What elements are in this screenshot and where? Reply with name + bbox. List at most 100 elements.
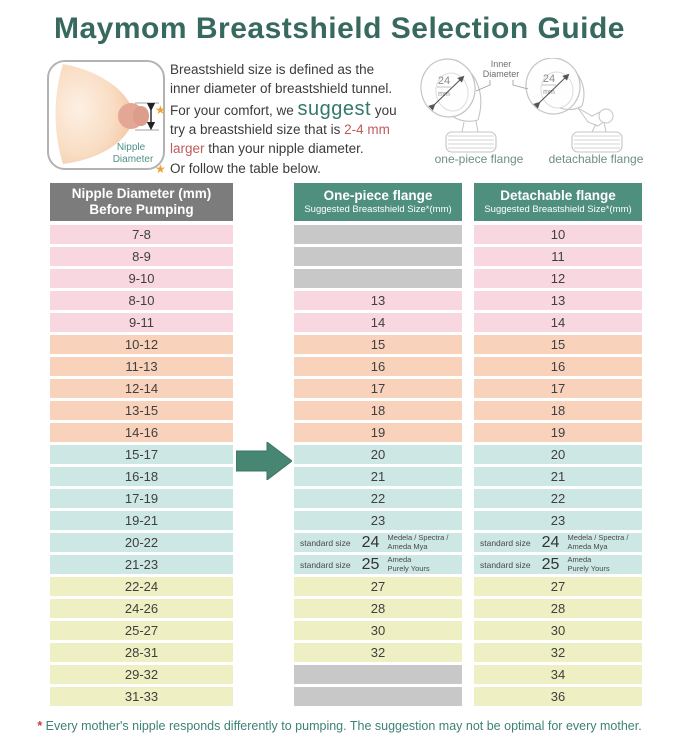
one-piece-size-cell: 13 (294, 291, 462, 310)
one-piece-size-cell: 30 (294, 621, 462, 640)
one-piece-size-cell (294, 225, 462, 244)
detachable-size-cell: 22 (474, 489, 642, 508)
one-piece-size-cell (294, 269, 462, 288)
table-row: 29-32 34 (50, 665, 654, 684)
one-piece-size-cell (294, 665, 462, 684)
header-nipple-line1: Nipple Diameter (mm) (71, 186, 212, 201)
table-row: 8-9 11 (50, 247, 654, 266)
inner-diameter-callout: Inner Diameter (475, 59, 529, 92)
inner-diameter-line2: Diameter (483, 69, 520, 79)
detachable-size-cell: 11 (474, 247, 642, 266)
one-piece-size-cell: 16 (294, 357, 462, 376)
suggest-highlight: suggest (297, 98, 372, 120)
detachable-size-cell: 14 (474, 313, 642, 332)
detachable-size-cell: standard size 24 Medela / Spectra / Ameda M… (474, 533, 642, 552)
detachable-size-cell: 13 (474, 291, 642, 310)
detachable-size-cell: 12 (474, 269, 642, 288)
table-row: 11-13 16 16 (50, 357, 654, 376)
footer-note: * Every mother's nipple responds differe… (0, 719, 679, 733)
brand-note: Ameda Purely Yours (387, 555, 430, 573)
one-piece-size-cell: 17 (294, 379, 462, 398)
intro-line-1-text: Breastshield size is defined as the (170, 62, 375, 77)
table-row: 21-23 standard size 25 Ameda Purely Yours sta… (50, 555, 654, 574)
flange2-size: 24 (543, 73, 555, 85)
detachable-size-cell: standard size 25 Ameda Purely Yours (474, 555, 642, 574)
nipple-range-cell: 31-33 (50, 687, 233, 706)
size-value: 24 (541, 533, 560, 551)
table-header-row: Nipple Diameter (mm) Before Pumping One-… (50, 183, 654, 221)
table-row: 31-33 36 (50, 687, 654, 706)
table-row: 14-16 19 19 (50, 423, 654, 442)
star-bullet-icon: ★ (155, 162, 166, 176)
intro-line-1: Breastshield size is defined as the (170, 60, 432, 79)
detachable-size-cell: 36 (474, 687, 642, 706)
table-row: 9-10 12 (50, 269, 654, 288)
size-value: 24 (361, 533, 380, 551)
standard-size-label: standard size (299, 559, 351, 570)
detachable-flange-label: detachable flange (549, 152, 644, 166)
one-piece-flange-label: one-piece flange (435, 152, 524, 166)
table-row: 16-18 21 21 (50, 467, 654, 486)
nipple-range-cell: 7-8 (50, 225, 233, 244)
size-value: 25 (541, 555, 560, 573)
nipple-range-cell: 21-23 (50, 555, 233, 574)
header-nipple-line2: Before Pumping (89, 202, 194, 217)
header-one-piece-line1: One-piece flange (323, 188, 433, 203)
flange-illustrations: 24 mm 24 mm (420, 57, 679, 170)
nipple-range-cell: 8-9 (50, 247, 233, 266)
nipple-range-cell: 24-26 (50, 599, 233, 618)
bullet2-text: Or follow the table below. (170, 161, 321, 176)
detachable-size-cell: 23 (474, 511, 642, 530)
nipple-range-cell: 10-12 (50, 335, 233, 354)
table-row: 19-21 23 23 (50, 511, 654, 530)
nipple-range-cell: 15-17 (50, 445, 233, 464)
detachable-size-cell: 16 (474, 357, 642, 376)
flange1-size: 24 (438, 75, 450, 87)
size-value: 25 (361, 555, 380, 573)
table-row: 20-22 standard size 24 Medela / Spectra / Am… (50, 533, 654, 552)
nipple-range-cell: 12-14 (50, 379, 233, 398)
table-row: 8-10 13 13 (50, 291, 654, 310)
header-one-piece-flange: One-piece flange Suggested Breastshield … (294, 183, 462, 221)
bullet1-pre: For your comfort, we (170, 103, 298, 118)
standard-size-label: standard size (479, 559, 531, 570)
one-piece-size-cell: 14 (294, 313, 462, 332)
intro-bullet-2: ★ Or follow the table below. (155, 159, 432, 178)
nipple-range-cell: 19-21 (50, 511, 233, 530)
one-piece-size-cell: standard size 25 Ameda Purely Yours (294, 555, 462, 574)
one-piece-size-cell: 22 (294, 489, 462, 508)
header-nipple-diameter: Nipple Diameter (mm) Before Pumping (50, 183, 233, 221)
table-row: 12-14 17 17 (50, 379, 654, 398)
intro-bullet-1-cont2: larger than your nipple diameter. (170, 139, 432, 158)
nipple-range-cell: 28-31 (50, 643, 233, 662)
intro-bullet-1: ★ For your comfort, we suggest you (155, 98, 432, 120)
detachable-size-cell: 18 (474, 401, 642, 420)
nipple-range-cell: 22-24 (50, 577, 233, 596)
table-row: 24-26 28 28 (50, 599, 654, 618)
detachable-size-cell: 21 (474, 467, 642, 486)
one-piece-size-cell (294, 247, 462, 266)
breast-drawing-icon: Nipple Diameter (55, 64, 159, 165)
nipple-range-cell: 11-13 (50, 357, 233, 376)
nipple-label-line1: Nipple (117, 142, 146, 153)
one-piece-size-cell: 27 (294, 577, 462, 596)
inner-diameter-line1: Inner (491, 59, 512, 69)
larger-highlight: larger (170, 141, 205, 156)
detachable-size-cell: 34 (474, 665, 642, 684)
one-piece-size-cell: standard size 24 Medela / Spectra / Ameda M… (294, 533, 462, 552)
header-detachable-line1: Detachable flange (500, 188, 616, 203)
detachable-size-cell: 30 (474, 621, 642, 640)
brand-note: Medela / Spectra / Ameda Mya (567, 533, 629, 551)
one-piece-size-cell: 15 (294, 335, 462, 354)
one-piece-size-cell: 20 (294, 445, 462, 464)
detachable-size-cell: 15 (474, 335, 642, 354)
nipple-label-line2: Diameter (113, 154, 154, 165)
table-row: 10-12 15 15 (50, 335, 654, 354)
size-range-highlight: 2-4 mm (344, 122, 390, 137)
one-piece-size-cell (294, 687, 462, 706)
standard-size-label: standard size (479, 537, 531, 548)
detachable-size-cell: 20 (474, 445, 642, 464)
nipple-range-cell: 8-10 (50, 291, 233, 310)
nipple-range-cell: 14-16 (50, 423, 233, 442)
star-bullet-icon: ★ (155, 103, 166, 117)
